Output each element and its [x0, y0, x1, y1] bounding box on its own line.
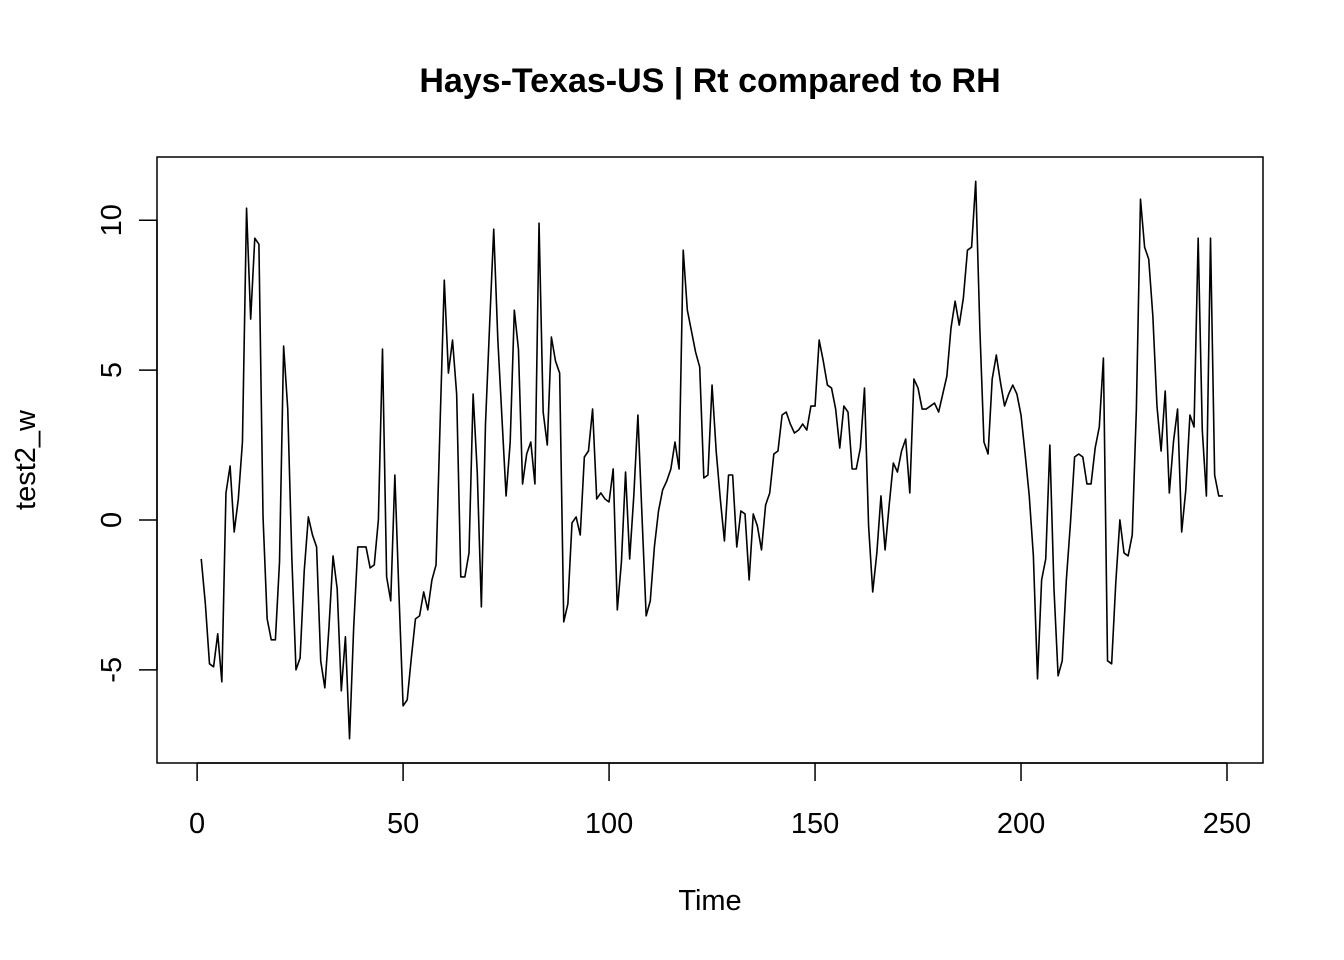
x-tick-label-0: 0 [189, 808, 205, 840]
x-tick-label-200: 200 [997, 808, 1045, 840]
x-tick-label-100: 100 [585, 808, 633, 840]
series-line-0 [200, 180, 1223, 740]
chart-title: Hays-Texas-US | Rt compared to RH [419, 62, 1000, 100]
y-axis: -5 0 5 10 [96, 204, 158, 683]
y-tick-label-5: 5 [96, 362, 128, 378]
x-tick-label-150: 150 [791, 808, 839, 840]
y-tick-label--5: -5 [96, 657, 128, 683]
x-axis: 0 50 100 150 200 250 [189, 762, 1251, 840]
y-tick-label-0: 0 [96, 512, 128, 528]
x-axis-label: Time [678, 885, 741, 917]
x-tick-label-50: 50 [387, 808, 419, 840]
x-tick-label-250: 250 [1203, 808, 1251, 840]
y-tick-label-10: 10 [96, 204, 128, 236]
series-layer [200, 180, 1223, 740]
y-axis-label: test2_w [10, 409, 42, 510]
